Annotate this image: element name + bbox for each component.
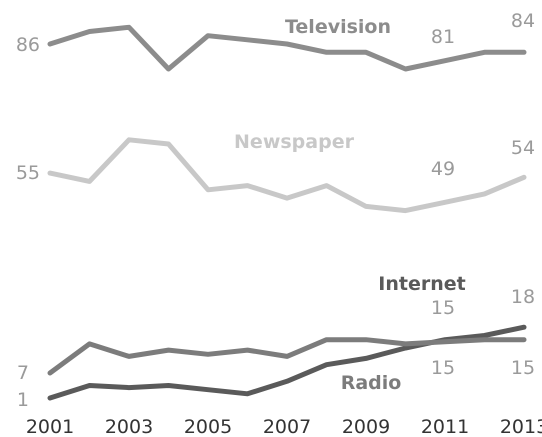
newspaper-last-label: 54 bbox=[511, 137, 535, 159]
internet-2011-label: 15 bbox=[431, 297, 455, 319]
series-line-newspaper bbox=[47, 137, 527, 214]
x-tick-2007: 2007 bbox=[263, 416, 311, 437]
series-label-television: Television bbox=[285, 16, 391, 38]
series-label-radio: Radio bbox=[341, 372, 402, 394]
x-tick-2003: 2003 bbox=[105, 416, 153, 437]
newspaper-2011-label: 49 bbox=[431, 158, 455, 180]
tv-last-label: 84 bbox=[511, 10, 535, 32]
internet-first-label: 1 bbox=[17, 389, 29, 411]
x-tick-2013: 2013 bbox=[500, 416, 542, 437]
tv-first-label: 86 bbox=[16, 34, 40, 56]
newspaper-first-label: 55 bbox=[16, 162, 40, 184]
internet-last-label: 18 bbox=[511, 286, 535, 308]
radio-2011-label: 15 bbox=[431, 357, 455, 379]
x-tick-2009: 2009 bbox=[342, 416, 390, 437]
x-tick-2001: 2001 bbox=[26, 416, 74, 437]
x-tick-2005: 2005 bbox=[184, 416, 232, 437]
series-names: Television Newspaper Internet Radio bbox=[234, 16, 466, 394]
series-label-internet: Internet bbox=[378, 273, 465, 295]
series-line-television bbox=[47, 24, 527, 72]
series-lines bbox=[47, 24, 527, 401]
x-tick-2011: 2011 bbox=[421, 416, 469, 437]
radio-first-label: 7 bbox=[17, 362, 29, 384]
series-label-newspaper: Newspaper bbox=[234, 131, 355, 153]
x-axis-ticks: 2001 2003 2005 2007 2009 2011 2013 bbox=[26, 416, 542, 437]
value-labels: 86 81 84 55 49 54 15 18 7 15 15 1 bbox=[16, 10, 535, 411]
radio-last-label: 15 bbox=[511, 357, 535, 379]
tv-2011-label: 81 bbox=[431, 26, 455, 48]
series-line-radio bbox=[47, 337, 527, 376]
